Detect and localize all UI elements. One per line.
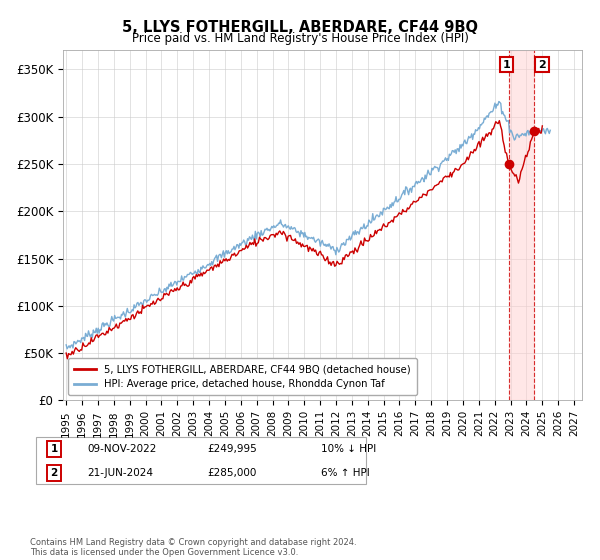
Text: 1: 1 <box>50 444 58 454</box>
Text: 10% ↓ HPI: 10% ↓ HPI <box>321 444 376 454</box>
Text: 6% ↑ HPI: 6% ↑ HPI <box>321 468 370 478</box>
Text: 09-NOV-2022: 09-NOV-2022 <box>87 444 157 454</box>
Text: Contains HM Land Registry data © Crown copyright and database right 2024.
This d: Contains HM Land Registry data © Crown c… <box>30 538 356 557</box>
Text: 2: 2 <box>50 468 58 478</box>
Text: Price paid vs. HM Land Registry's House Price Index (HPI): Price paid vs. HM Land Registry's House … <box>131 32 469 45</box>
Legend: 5, LLYS FOTHERGILL, ABERDARE, CF44 9BQ (detached house), HPI: Average price, det: 5, LLYS FOTHERGILL, ABERDARE, CF44 9BQ (… <box>68 358 416 395</box>
Text: 21-JUN-2024: 21-JUN-2024 <box>87 468 153 478</box>
Text: £249,995: £249,995 <box>207 444 257 454</box>
Bar <box>509 50 534 400</box>
Text: 1: 1 <box>502 59 510 69</box>
Text: £285,000: £285,000 <box>207 468 256 478</box>
Text: 5, LLYS FOTHERGILL, ABERDARE, CF44 9BQ: 5, LLYS FOTHERGILL, ABERDARE, CF44 9BQ <box>122 20 478 35</box>
Text: 2: 2 <box>538 59 546 69</box>
